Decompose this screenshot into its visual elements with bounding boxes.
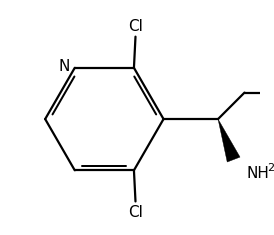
Text: 2: 2 xyxy=(267,163,274,173)
Text: N: N xyxy=(59,59,70,74)
Text: NH: NH xyxy=(246,166,269,181)
Polygon shape xyxy=(218,119,240,162)
Text: Cl: Cl xyxy=(128,205,143,219)
Text: Cl: Cl xyxy=(128,19,143,34)
